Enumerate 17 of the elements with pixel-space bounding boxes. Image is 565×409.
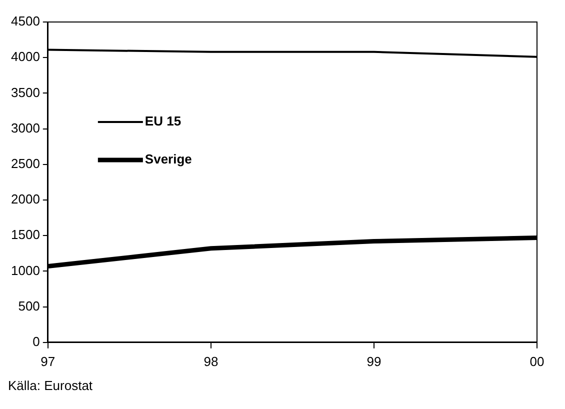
y-tick-label: 1500 — [11, 227, 40, 242]
y-tick-label: 2000 — [11, 192, 40, 207]
y-tick-label: 4000 — [11, 49, 40, 64]
y-tick-label: 4500 — [11, 14, 40, 29]
y-tick-label: 0 — [32, 334, 40, 349]
legend-label: EU 15 — [144, 114, 182, 129]
x-tick-label: 98 — [204, 354, 218, 369]
y-tick-label: 500 — [18, 298, 40, 314]
y-tick-label: 3500 — [11, 84, 40, 100]
x-tick-label: 99 — [366, 354, 382, 369]
y-tick-label: 1000 — [11, 262, 40, 278]
y-tick-label: 2500 — [11, 156, 40, 171]
x-tick-label: 00 — [530, 354, 544, 369]
x-tick-label: 97 — [40, 354, 56, 369]
y-tick-label: 3000 — [11, 120, 40, 136]
text: Källa: Eurostat — [8, 378, 94, 393]
legend-label: Sverige — [144, 152, 192, 167]
